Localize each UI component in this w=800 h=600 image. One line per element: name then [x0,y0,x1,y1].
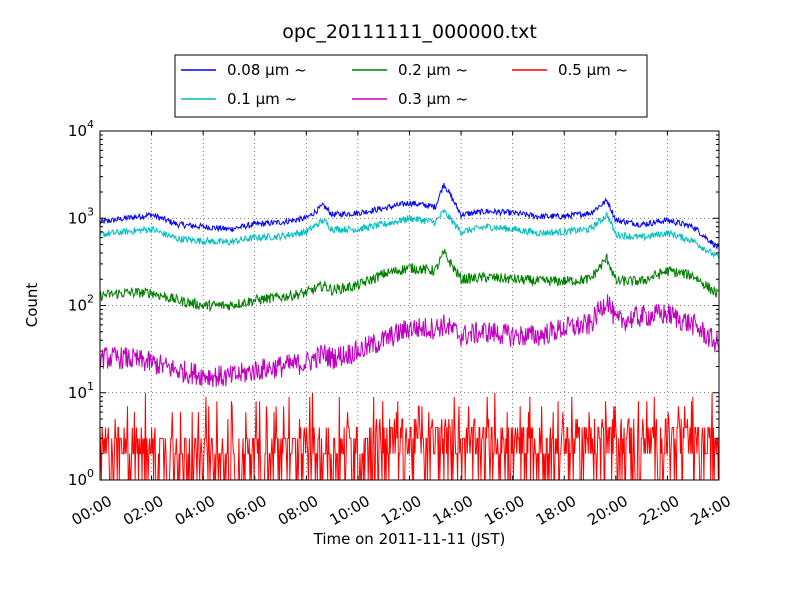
y-tick-label: 100 [68,467,94,489]
x-tick-label: 04:00 [172,492,218,529]
y-tick-label: 102 [68,293,94,315]
legend-label: 0.1 μm ~ [227,90,297,108]
series-line [100,208,719,260]
y-tick-label: 104 [68,118,94,140]
x-tick-label: 22:00 [636,492,682,529]
chart-title: opc_20111111_000000.txt [282,21,537,43]
x-tick-label: 06:00 [223,492,269,529]
series-line [100,392,719,480]
legend-label: 0.08 μm ~ [227,61,307,79]
y-tick-label: 101 [68,380,94,402]
x-tick-label: 24:00 [688,492,734,529]
legend: 0.08 μm ~ 0.1 μm ~ 0.2 μm ~ 0.3 μm ~ 0.5 μm … [174,54,648,118]
series-line [100,182,719,251]
legend-box [174,54,648,118]
series-lines [100,182,719,480]
x-tick-label: 20:00 [584,492,630,529]
plot-area [99,130,720,481]
x-tick-label: 14:00 [430,492,476,529]
x-tick-labels: 00:00 02:00 04:00 06:00 08:00 10:00 12:00 14:00… [69,492,734,529]
y-tick-label: 103 [68,205,94,227]
series-line [100,249,719,313]
x-tick-label: 12:00 [378,492,424,529]
x-tick-label: 02:00 [120,492,166,529]
legend-label: 0.3 μm ~ [398,90,468,108]
x-tick-label: 00:00 [69,492,115,529]
y-axis-label: Count [23,283,41,328]
x-axis-label: Time on 2011-11-11 (JST) [313,530,506,548]
legend-label: 0.5 μm ~ [558,61,628,79]
x-tick-label: 18:00 [533,492,579,529]
x-tick-label: 08:00 [275,492,321,529]
y-tick-labels: 100 101 102 103 104 [68,118,94,489]
axis-ticks [99,130,720,481]
series-line [100,294,719,388]
legend-label: 0.2 μm ~ [398,61,468,79]
x-tick-label: 16:00 [481,492,527,529]
x-tick-label: 10:00 [326,492,372,529]
